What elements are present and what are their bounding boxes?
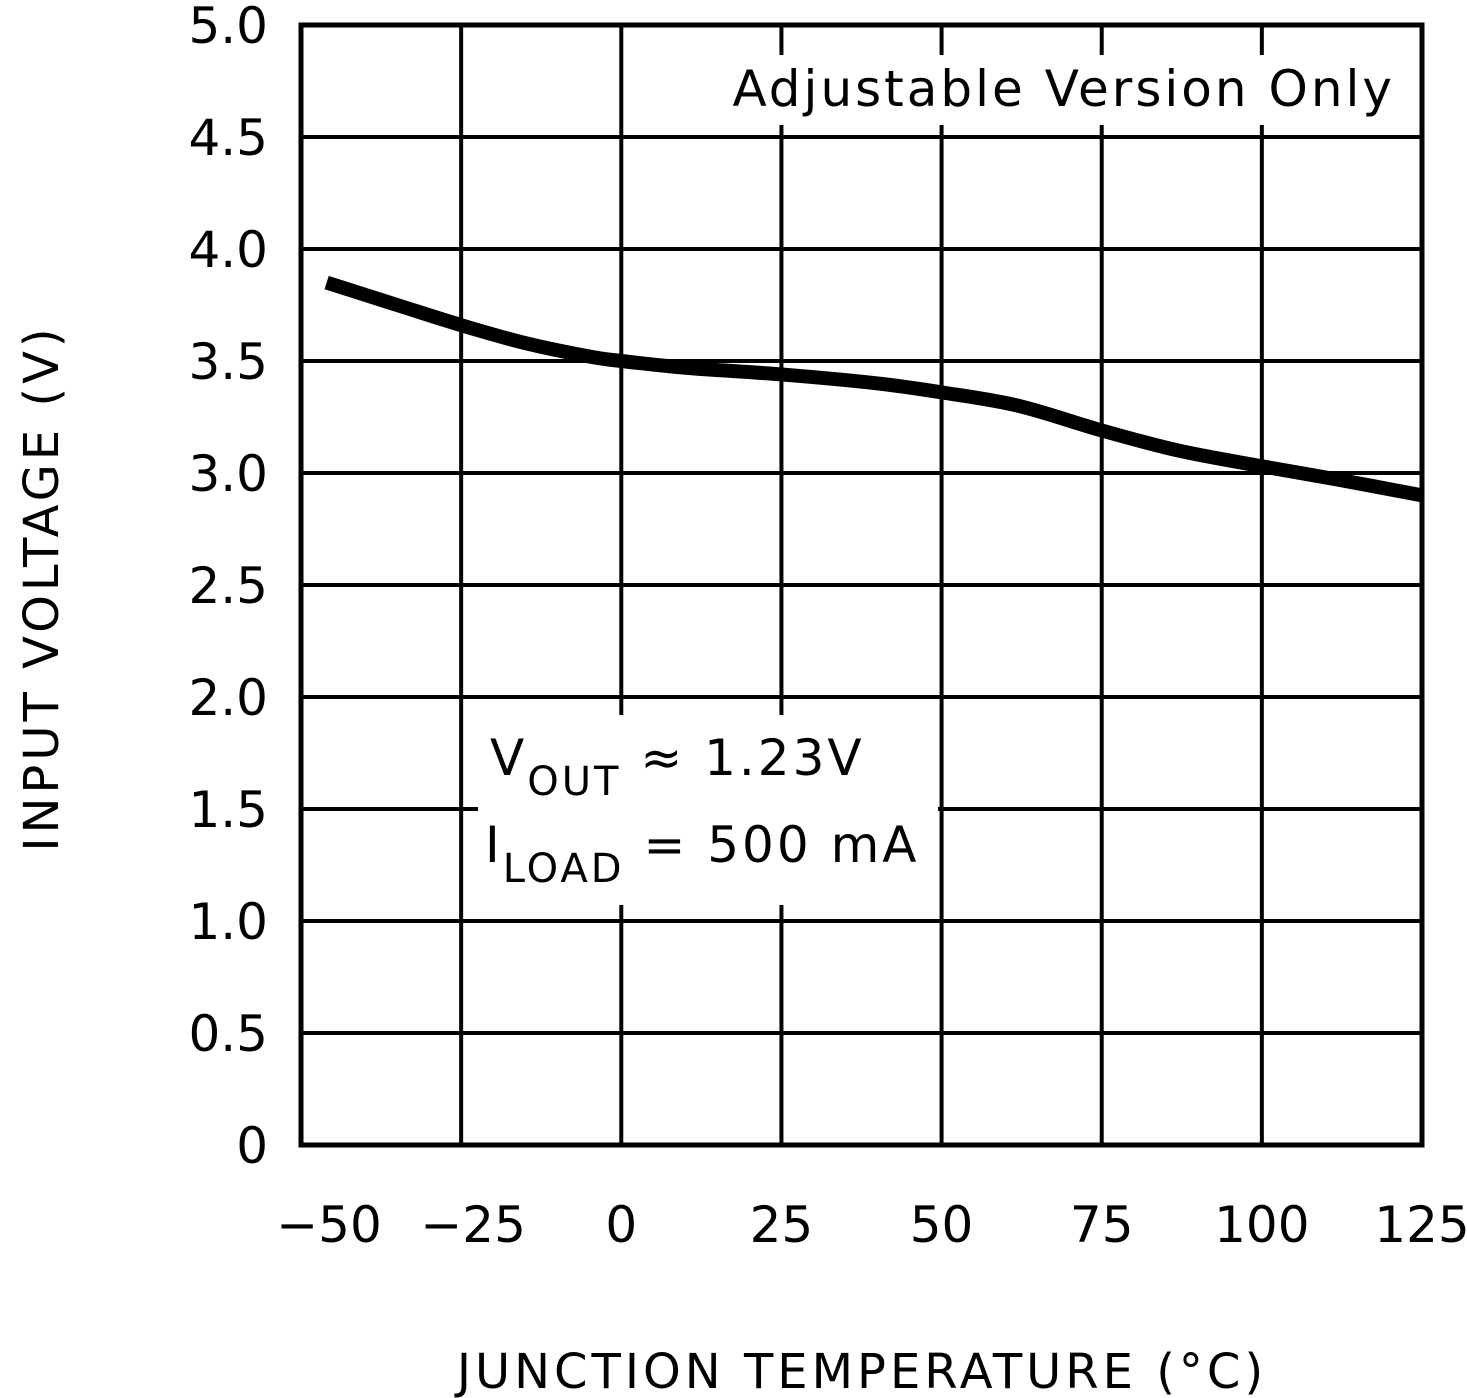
x-tick-labels: −50 −25 0 25 50 75 100 125 <box>276 1196 1467 1254</box>
x-tick-label: −25 <box>420 1196 526 1254</box>
plot-frame <box>298 22 1425 1148</box>
x-tick-label: −50 <box>276 1196 382 1254</box>
conditions-bg <box>478 715 938 905</box>
note-top-bg <box>680 55 1410 125</box>
y-tick-label: 4.0 <box>188 221 268 279</box>
data-curve <box>324 275 1424 503</box>
y-tick-label: 4.5 <box>188 109 268 167</box>
iload-condition: ILOAD = 500 mA <box>485 816 919 892</box>
y-tick-label: 0.5 <box>188 1005 268 1063</box>
x-tick-label: 25 <box>750 1196 814 1254</box>
x-tick-label: 100 <box>1214 1196 1309 1254</box>
x-tick-label: 75 <box>1070 1196 1134 1254</box>
x-tick-label: 0 <box>605 1196 637 1254</box>
y-tick-labels: 0 0.5 1.0 1.5 2.0 2.5 3.0 3.5 4.0 4.5 5.0 <box>188 0 268 1175</box>
y-tick-label: 3.0 <box>188 445 268 503</box>
y-axis-title: INPUT VOLTAGE (V) <box>14 324 70 851</box>
y-tick-label: 1.0 <box>188 893 268 951</box>
y-tick-label: 3.5 <box>188 333 268 391</box>
y-tick-label: 2.5 <box>188 557 268 615</box>
note-adjustable-version: Adjustable Version Only <box>732 60 1395 118</box>
y-tick-label: 1.5 <box>188 781 268 839</box>
vout-condition: VOUT ≈ 1.23V <box>490 729 865 805</box>
x-tick-label: 50 <box>910 1196 974 1254</box>
x-tick-label: 125 <box>1374 1196 1467 1254</box>
grid-lines <box>301 25 1422 1145</box>
y-tick-label: 5.0 <box>188 0 268 55</box>
y-tick-label: 2.0 <box>188 669 268 727</box>
y-tick-label: 0 <box>236 1117 268 1175</box>
x-axis-title: JUNCTION TEMPERATURE (°C) <box>454 1344 1267 1398</box>
